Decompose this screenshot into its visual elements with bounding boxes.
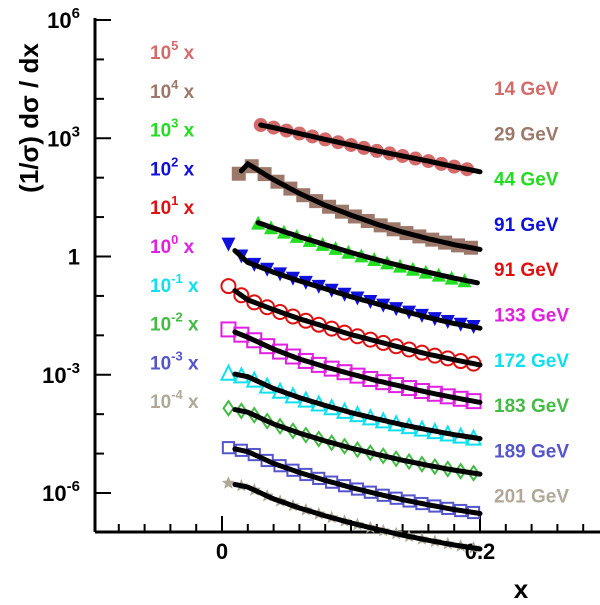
data-point <box>259 338 276 355</box>
x-tick-label: 0 <box>216 539 228 564</box>
data-point <box>221 476 236 489</box>
energy-label: 14 GeV <box>494 79 559 100</box>
scale-factor-label: 101 x <box>150 193 195 219</box>
x-axis-title: x <box>514 574 529 604</box>
series-3: 103 x 44 GeV <box>150 116 559 288</box>
x-tick-label: 0.2 <box>465 539 496 564</box>
series-8: 10-2 x 183 GeV <box>150 310 569 482</box>
scale-factor-label: 105 x <box>150 38 195 64</box>
energy-label: 91 GeV <box>494 215 559 236</box>
scale-factor-label: 10-2 x <box>150 310 199 336</box>
fit-curve <box>232 288 483 368</box>
fit-curve <box>232 407 483 477</box>
energy-label: 133 GeV <box>494 306 569 327</box>
fit-curve <box>232 482 483 552</box>
scale-factor-label: 10-3 x <box>150 348 199 374</box>
energy-label: 91 GeV <box>494 260 559 281</box>
y-tick-label: 106 <box>47 5 80 33</box>
data-point <box>222 399 235 417</box>
fit-curve <box>232 248 483 331</box>
scale-factor-label: 103 x <box>150 116 195 142</box>
series-10: 10-4 x 201 GeV <box>150 387 569 554</box>
fit-curve <box>232 446 483 516</box>
scale-factor-label: 104 x <box>150 77 195 103</box>
energy-label: 172 GeV <box>494 351 569 372</box>
series-1: 105 x 14 GeV <box>150 38 559 177</box>
y-axis-title: (1/σ) dσ / dx <box>14 43 44 193</box>
fit-curve <box>232 329 483 405</box>
scale-factor-label: 102 x <box>150 154 195 180</box>
y-tick-label: 10-6 <box>42 478 80 506</box>
fit-curve <box>238 160 483 252</box>
energy-label: 29 GeV <box>494 124 559 145</box>
energy-label: 44 GeV <box>494 170 559 191</box>
plot-frame <box>93 18 600 534</box>
data-point <box>220 321 237 338</box>
fit-curve <box>232 371 483 442</box>
y-tick-label: 1 <box>68 245 80 270</box>
energy-label: 183 GeV <box>494 396 569 417</box>
y-tick-label: 10-3 <box>42 360 80 388</box>
series-2: 104 x 29 GeV <box>150 77 559 255</box>
series-7: 10-1 x 172 GeV <box>150 271 569 446</box>
series-6: 100 x 133 GeV <box>150 232 569 410</box>
series-4: 102 x 91 GeV <box>150 154 559 335</box>
data-point <box>233 326 250 343</box>
y-tick-label: 103 <box>47 123 80 151</box>
scale-factor-label: 10-4 x <box>150 387 199 413</box>
data-point <box>272 343 289 360</box>
energy-label: 189 GeV <box>494 441 569 462</box>
energy-label: 201 GeV <box>494 487 569 508</box>
scale-factor-label: 100 x <box>150 232 195 258</box>
data-point <box>220 278 237 295</box>
data-point <box>219 363 238 381</box>
series-5: 101 x 91 GeV <box>150 193 559 372</box>
scale-factor-label: 10-1 x <box>150 271 199 297</box>
fit-curve <box>255 220 480 286</box>
fit-curve <box>258 122 483 175</box>
data-point <box>246 332 263 349</box>
data-point <box>233 287 250 304</box>
data-point <box>221 441 236 455</box>
series-9: 10-3 x 189 GeV <box>150 348 569 520</box>
data-point <box>221 237 236 252</box>
